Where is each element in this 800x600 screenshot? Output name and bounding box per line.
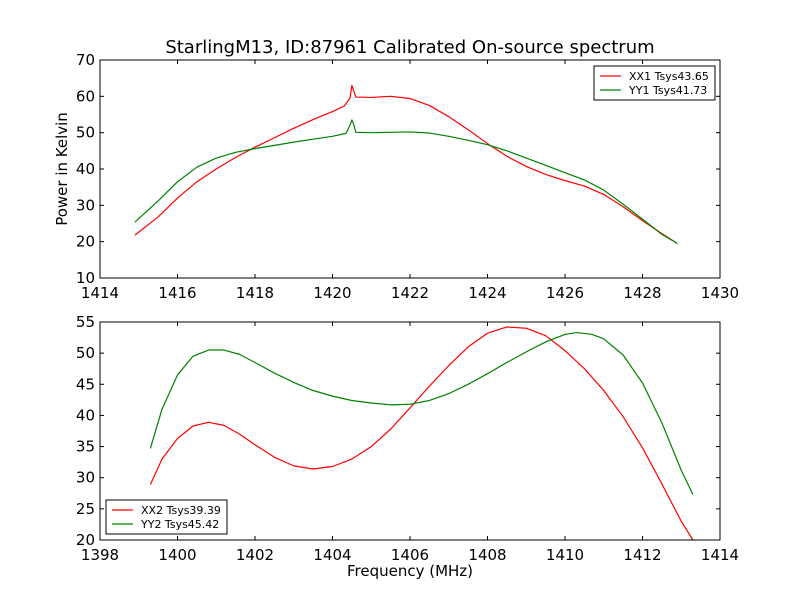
y-tick-label: 70 bbox=[76, 51, 95, 69]
x-tick-label: 1416 bbox=[158, 284, 196, 302]
x-tick-label: 1420 bbox=[313, 284, 351, 302]
chart-title: StarlingM13, ID:87961 Calibrated On-sour… bbox=[165, 37, 654, 58]
legend-label: YY1 Tsys41.73 bbox=[628, 84, 707, 97]
y-tick-label: 60 bbox=[76, 87, 95, 105]
x-tick-label: 1410 bbox=[546, 546, 584, 564]
y-tick-label: 20 bbox=[76, 233, 95, 251]
x-tick-label: 1406 bbox=[391, 546, 429, 564]
x-tick-label: 1402 bbox=[236, 546, 274, 564]
y-tick-label: 40 bbox=[76, 160, 95, 178]
y-tick-label: 10 bbox=[76, 269, 95, 287]
y-tick-label: 20 bbox=[76, 531, 95, 549]
x-tick-label: 1408 bbox=[468, 546, 506, 564]
y-axis-label: Power in Kelvin bbox=[53, 112, 71, 226]
y-tick-label: 40 bbox=[76, 406, 95, 424]
series-line-2 bbox=[149, 331, 694, 495]
legend-box bbox=[105, 499, 228, 535]
legend-box bbox=[593, 65, 716, 101]
x-tick-label: 1414 bbox=[81, 284, 119, 302]
x-tick-label: 1398 bbox=[81, 546, 119, 564]
x-tick-label: 1424 bbox=[468, 284, 506, 302]
legend-label: XX1 Tsys43.65 bbox=[629, 70, 709, 83]
legend-label: XX2 Tsys39.39 bbox=[141, 504, 221, 517]
series-line-2 bbox=[134, 119, 678, 244]
x-tick-label: 1430 bbox=[701, 284, 739, 302]
x-tick-label: 1400 bbox=[158, 546, 196, 564]
y-tick-label: 50 bbox=[76, 344, 95, 362]
x-tick-label: 1422 bbox=[391, 284, 429, 302]
x-tick-label: 1426 bbox=[546, 284, 584, 302]
y-tick-label: 25 bbox=[76, 500, 95, 518]
y-tick-label: 30 bbox=[76, 196, 95, 214]
series-line-1 bbox=[134, 84, 678, 244]
x-tick-label: 1418 bbox=[236, 284, 274, 302]
y-tick-label: 55 bbox=[76, 313, 95, 331]
x-tick-label: 1404 bbox=[313, 546, 351, 564]
legend-label: YY2 Tsys45.42 bbox=[140, 518, 219, 531]
x-axis-label: Frequency (MHz) bbox=[347, 562, 473, 580]
top-panel: 1414 1416 1418 1420 1422 1424 1426 1428 1430 10 20… bbox=[76, 51, 739, 302]
x-tick-label: 1428 bbox=[623, 284, 661, 302]
y-tick-label: 35 bbox=[76, 438, 95, 456]
x-tick-label: 1412 bbox=[623, 546, 661, 564]
bottom-panel: 1398 1400 1402 1404 1406 1408 1410 1412 1414 20 25… bbox=[76, 313, 739, 564]
series-line-1 bbox=[149, 326, 694, 541]
x-tick-label: 1414 bbox=[701, 546, 739, 564]
y-tick-label: 30 bbox=[76, 469, 95, 487]
y-tick-label: 45 bbox=[76, 375, 95, 393]
y-tick-label: 50 bbox=[76, 124, 95, 142]
